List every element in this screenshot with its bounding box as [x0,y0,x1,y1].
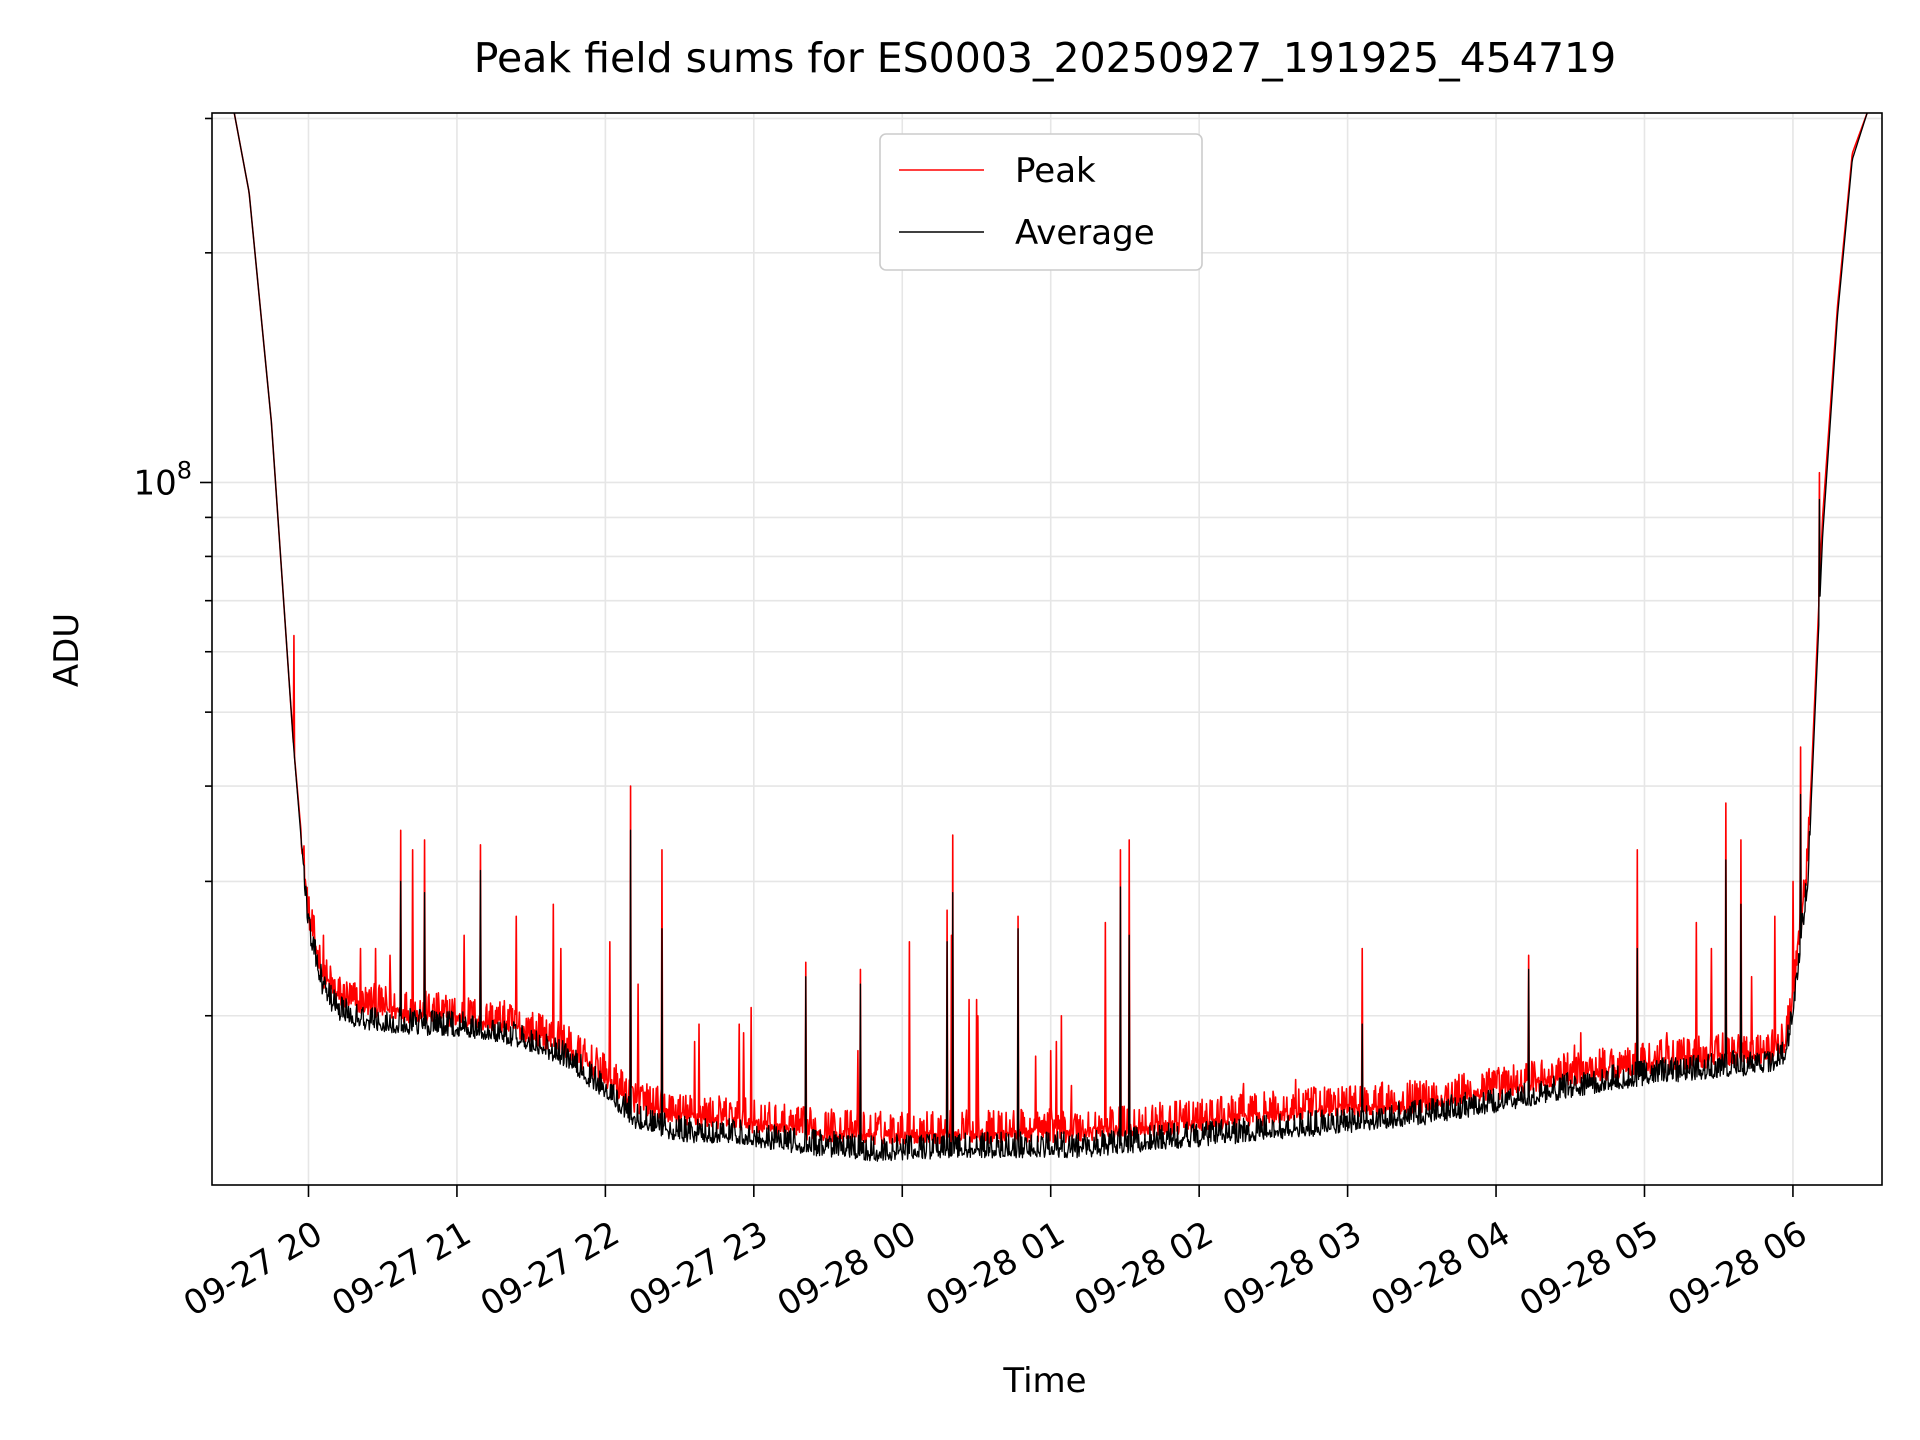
y-tick-label-exponent: 8 [177,456,192,484]
legend-label-peak: Peak [1015,151,1096,191]
x-axis-label: Time [1002,1361,1086,1401]
plot-area-frame [211,112,1883,1186]
legend: Peak Average [879,133,1203,271]
legend-box [879,133,1203,271]
chart-title: Peak field sums for ES0003_20250927_1919… [474,34,1616,82]
y-tick-label: 108 [133,456,192,503]
series-layer [233,113,1868,1162]
legend-label-average: Average [1015,213,1155,253]
grid-layer [212,113,1882,1185]
y-axis-label: ADU [47,613,87,687]
y-tick-label-base: 10 [133,463,176,503]
series-line-average [233,113,1868,1162]
